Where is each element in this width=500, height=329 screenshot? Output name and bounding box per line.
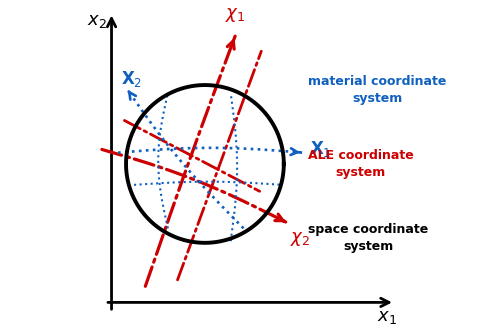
Text: ALE coordinate
system: ALE coordinate system [308, 149, 414, 179]
Text: $\mathbf{X}_2$: $\mathbf{X}_2$ [121, 69, 142, 89]
Text: $x_2$: $x_2$ [87, 12, 107, 30]
Text: $x_1$: $x_1$ [377, 308, 397, 326]
Text: $\chi_2$: $\chi_2$ [290, 230, 310, 248]
Text: $\mathbf{X}_1$: $\mathbf{X}_1$ [310, 139, 331, 160]
Text: $\chi_1$: $\chi_1$ [226, 6, 246, 24]
Text: space coordinate
system: space coordinate system [308, 223, 428, 253]
Text: material coordinate
system: material coordinate system [308, 75, 446, 105]
